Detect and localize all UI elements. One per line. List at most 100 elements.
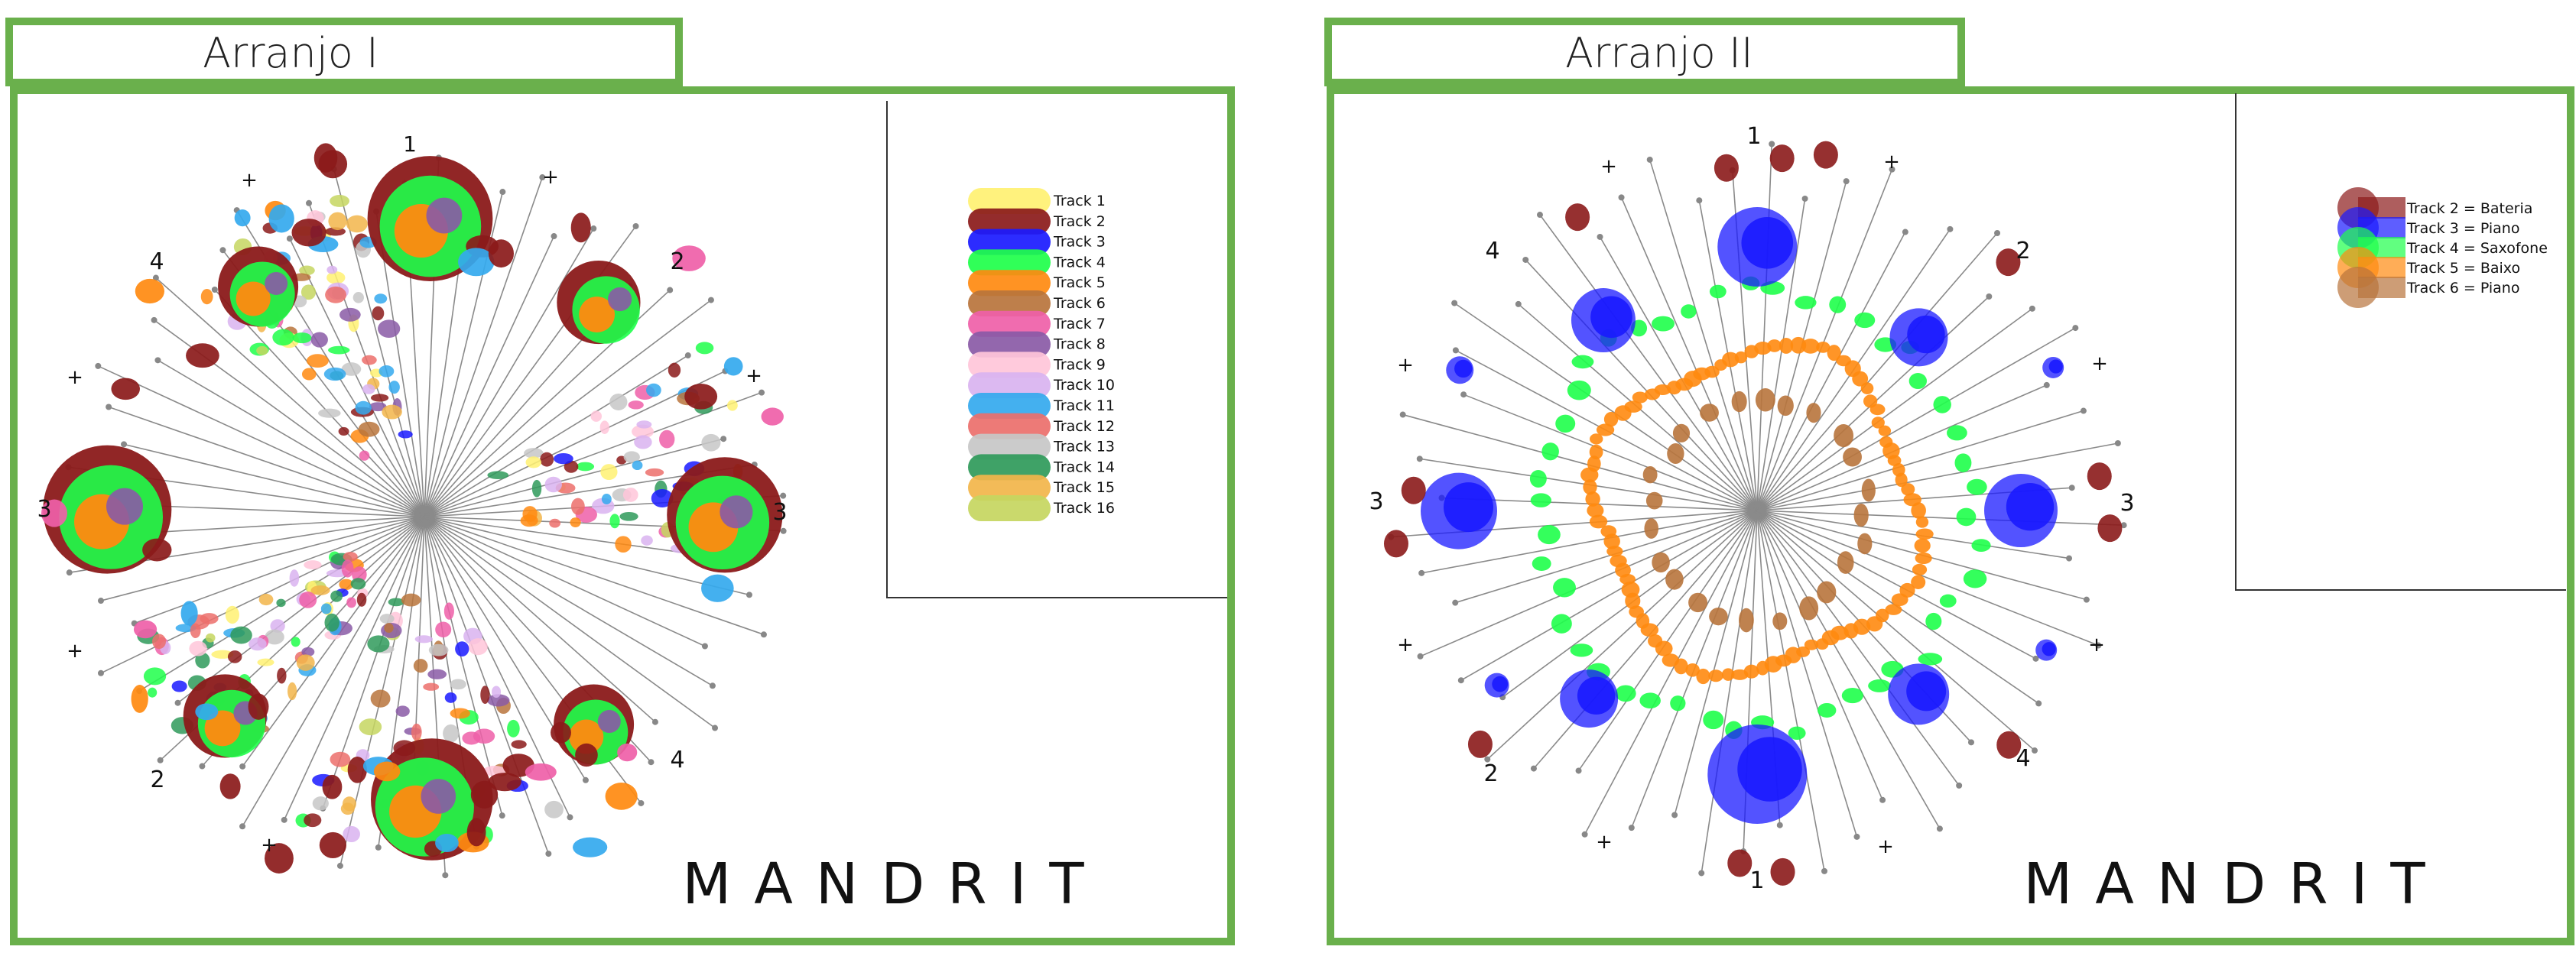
note-dot	[480, 686, 490, 704]
note-dot	[1639, 692, 1661, 709]
spoke-endpoint	[701, 643, 708, 650]
spoke-endpoint	[1879, 796, 1886, 803]
note-dot	[1954, 453, 1972, 472]
legend-label: Track 5	[1053, 274, 1106, 291]
note-dot	[444, 692, 457, 703]
note-dot	[356, 592, 367, 607]
spoke	[1756, 232, 1998, 511]
spoke	[1539, 214, 1758, 511]
note-dot	[310, 585, 330, 595]
note-dot	[1878, 425, 1892, 436]
spoke	[134, 516, 425, 624]
note-dot	[1882, 442, 1900, 459]
note-dot	[1587, 455, 1601, 472]
spoke-endpoint	[1967, 739, 1974, 746]
note-dot	[189, 640, 207, 656]
note-dot	[1665, 569, 1684, 590]
note-dot	[287, 682, 297, 701]
note-dot	[205, 633, 216, 643]
spoke	[1420, 510, 1758, 657]
note-blob	[607, 287, 632, 312]
note-dot	[1596, 423, 1615, 436]
note-dot	[152, 634, 167, 650]
note-dot	[1764, 656, 1782, 673]
note-dot	[1754, 342, 1772, 355]
note-dot	[1624, 400, 1642, 413]
spoke	[1756, 510, 2070, 559]
spoke-endpoint	[1484, 756, 1491, 763]
legend-swatch	[968, 413, 1051, 439]
note-dot	[575, 743, 598, 767]
spoke-endpoint	[1698, 870, 1705, 877]
note-blob	[106, 488, 144, 525]
note-dot	[1688, 592, 1707, 613]
spoke-endpoint	[1418, 569, 1425, 576]
legend-label: Track 10	[1053, 377, 1115, 394]
spoke-endpoint	[667, 287, 674, 293]
note-dot	[306, 354, 329, 368]
note-dot	[1769, 144, 1795, 173]
note-blob	[426, 197, 463, 234]
spoke-endpoint	[1628, 825, 1635, 831]
direction-label: +	[1397, 354, 1414, 377]
spoke	[1756, 442, 2119, 511]
spoke-endpoint	[539, 174, 546, 181]
spoke-endpoint	[1646, 156, 1653, 163]
note-dot	[1551, 614, 1572, 634]
note-dot	[1648, 634, 1663, 648]
direction-label: 3	[1369, 488, 1383, 515]
spoke-endpoint	[1994, 229, 2001, 236]
panel-title: Arranjo II	[1565, 29, 1753, 77]
note-dot	[1704, 365, 1720, 378]
note-dot	[1603, 412, 1619, 427]
note-dot	[1813, 141, 1838, 169]
note-dot	[646, 383, 661, 397]
legend-swatch	[968, 372, 1051, 399]
direction-label: 1	[1746, 123, 1761, 150]
spoke	[1756, 510, 2036, 660]
note-dot	[487, 471, 509, 480]
note-dot	[641, 535, 653, 546]
note-dot	[227, 650, 242, 663]
note-dot	[1672, 423, 1691, 442]
spoke-endpoint	[1956, 782, 1963, 789]
legend: Track 1 Track 2 Track 3 Track 4 Track 5 Track…	[968, 188, 1115, 521]
note-dot	[2097, 514, 2123, 543]
spoke-endpoint	[707, 297, 714, 303]
note-dot	[1615, 685, 1636, 702]
note-dot	[1767, 339, 1782, 352]
note-dot	[1770, 857, 1795, 886]
title-tab-frame	[5, 18, 683, 86]
note-blob	[569, 719, 604, 754]
spoke	[424, 516, 656, 723]
note-dot	[384, 623, 394, 634]
note-dot	[1755, 388, 1775, 412]
spoke-endpoint	[1460, 391, 1467, 398]
spoke	[1756, 198, 1806, 511]
direction-label: 4	[149, 248, 164, 275]
note-dot	[296, 654, 315, 671]
note-dot	[564, 460, 579, 473]
note-dot	[378, 319, 401, 338]
spoke-endpoint	[97, 598, 104, 605]
spoke-endpoint	[2032, 655, 2039, 662]
spoke-endpoint	[375, 844, 382, 851]
spoke	[1584, 510, 1758, 835]
note-dot	[668, 362, 681, 378]
note-dot	[623, 451, 640, 463]
note-dot	[323, 367, 346, 381]
note-dot	[248, 693, 269, 720]
spoke	[1756, 510, 1941, 829]
note-dot	[1644, 518, 1658, 539]
note-dot	[1662, 653, 1680, 667]
spoke-endpoint	[1618, 194, 1625, 201]
spoke-endpoint	[1696, 197, 1703, 204]
legend-frame	[2235, 93, 2566, 591]
note-dot	[171, 680, 187, 692]
note-dot	[1925, 612, 1942, 630]
spoke	[1756, 232, 1906, 511]
spoke-endpoint	[1530, 765, 1537, 772]
note-dot	[257, 658, 274, 666]
note-dot	[1834, 424, 1854, 448]
spoke-endpoint	[151, 316, 158, 323]
